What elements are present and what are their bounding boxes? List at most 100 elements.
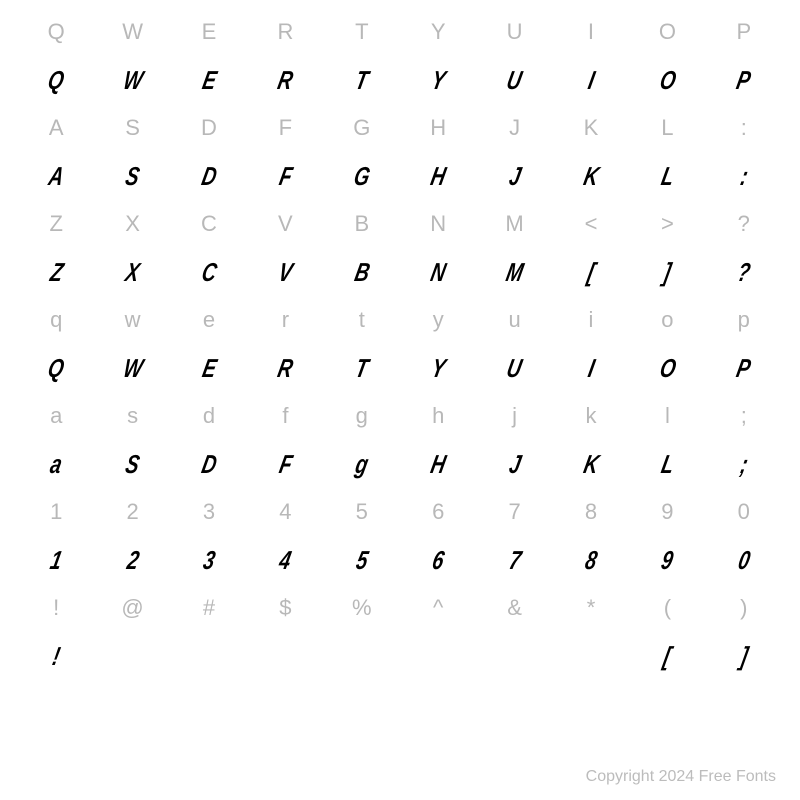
- key-label-cell: C: [171, 200, 247, 248]
- key-label: p: [738, 307, 750, 333]
- glyph-cell: [: [553, 248, 629, 296]
- key-label: C: [201, 211, 217, 237]
- key-label-cell: U: [476, 8, 552, 56]
- key-label-cell: M: [476, 200, 552, 248]
- key-label: r: [282, 307, 289, 333]
- key-label-cell: *: [553, 584, 629, 632]
- key-label-cell: P: [706, 8, 782, 56]
- key-label: X: [125, 211, 140, 237]
- glyph: M: [503, 257, 525, 288]
- key-label-cell: N: [400, 200, 476, 248]
- key-label: Q: [48, 19, 65, 45]
- glyph-cell: R: [247, 344, 323, 392]
- key-label-cell: Z: [18, 200, 94, 248]
- glyph: R: [275, 65, 295, 96]
- key-label: f: [282, 403, 288, 429]
- key-label: R: [277, 19, 293, 45]
- glyph-cell: J: [476, 152, 552, 200]
- key-label: H: [430, 115, 446, 141]
- glyph-cell: Y: [400, 56, 476, 104]
- key-label: !: [53, 595, 59, 621]
- glyph: 6: [430, 545, 447, 576]
- key-label: I: [588, 19, 594, 45]
- key-label: #: [203, 595, 215, 621]
- key-label: s: [127, 403, 138, 429]
- key-label: g: [356, 403, 368, 429]
- key-label-cell: L: [629, 104, 705, 152]
- glyph-cell: g: [324, 440, 400, 488]
- key-label-cell: u: [476, 296, 552, 344]
- glyph: W: [120, 65, 145, 96]
- glyph-cell: L: [629, 440, 705, 488]
- glyph: [: [661, 641, 674, 672]
- glyph: 8: [582, 545, 599, 576]
- key-label-cell: <: [553, 200, 629, 248]
- key-label: o: [661, 307, 673, 333]
- glyph: P: [734, 353, 753, 384]
- key-label-cell: R: [247, 8, 323, 56]
- key-label-cell: @: [94, 584, 170, 632]
- key-label: T: [355, 19, 368, 45]
- glyph: O: [657, 65, 678, 96]
- glyph-cell: R: [247, 56, 323, 104]
- key-label-cell: 1: [18, 488, 94, 536]
- key-label: A: [49, 115, 64, 141]
- glyph-cell: K: [553, 440, 629, 488]
- key-label: M: [505, 211, 523, 237]
- key-label-cell: W: [94, 8, 170, 56]
- glyph: Z: [47, 257, 65, 288]
- copyright-text: Copyright 2024 Free Fonts: [586, 768, 776, 786]
- key-label-cell: $: [247, 584, 323, 632]
- key-label: ): [740, 595, 747, 621]
- key-label-cell: D: [171, 104, 247, 152]
- glyph-cell: 7: [476, 536, 552, 584]
- glyph-cell: ]: [706, 632, 782, 680]
- glyph-cell: [247, 632, 323, 680]
- key-label: W: [122, 19, 143, 45]
- glyph-cell: Q: [18, 56, 94, 104]
- key-label: S: [125, 115, 140, 141]
- glyph-cell: D: [171, 440, 247, 488]
- glyph-cell: T: [324, 344, 400, 392]
- glyph-cell: C: [171, 248, 247, 296]
- key-label-cell: O: [629, 8, 705, 56]
- glyph: 3: [200, 545, 217, 576]
- glyph: J: [506, 449, 523, 480]
- glyph: H: [428, 449, 448, 480]
- glyph: :: [737, 161, 750, 192]
- glyph: I: [585, 353, 597, 384]
- key-label-cell: j: [476, 392, 552, 440]
- glyph: C: [199, 257, 219, 288]
- glyph-cell: T: [324, 56, 400, 104]
- glyph: S: [123, 449, 142, 480]
- key-label: ?: [738, 211, 750, 237]
- glyph-cell: S: [94, 152, 170, 200]
- key-label-cell: q: [18, 296, 94, 344]
- glyph-cell: W: [94, 344, 170, 392]
- glyph-cell: 2: [94, 536, 170, 584]
- glyph-cell: K: [553, 152, 629, 200]
- glyph: 4: [277, 545, 294, 576]
- glyph: Y: [429, 65, 448, 96]
- key-label: 8: [585, 499, 597, 525]
- key-label: d: [203, 403, 215, 429]
- key-label-cell: 5: [324, 488, 400, 536]
- key-label-cell: X: [94, 200, 170, 248]
- key-label: 6: [432, 499, 444, 525]
- key-label: &: [507, 595, 522, 621]
- glyph-cell: U: [476, 56, 552, 104]
- glyph-cell: 9: [629, 536, 705, 584]
- key-label-cell: o: [629, 296, 705, 344]
- glyph-cell: N: [400, 248, 476, 296]
- key-label-cell: d: [171, 392, 247, 440]
- key-label-cell: 8: [553, 488, 629, 536]
- glyph-cell: J: [476, 440, 552, 488]
- glyph: 5: [353, 545, 370, 576]
- key-label-cell: Q: [18, 8, 94, 56]
- key-label: :: [741, 115, 747, 141]
- key-label-cell: t: [324, 296, 400, 344]
- key-label: q: [50, 307, 62, 333]
- glyph-cell: 0: [706, 536, 782, 584]
- key-label: e: [203, 307, 215, 333]
- key-label-cell: 0: [706, 488, 782, 536]
